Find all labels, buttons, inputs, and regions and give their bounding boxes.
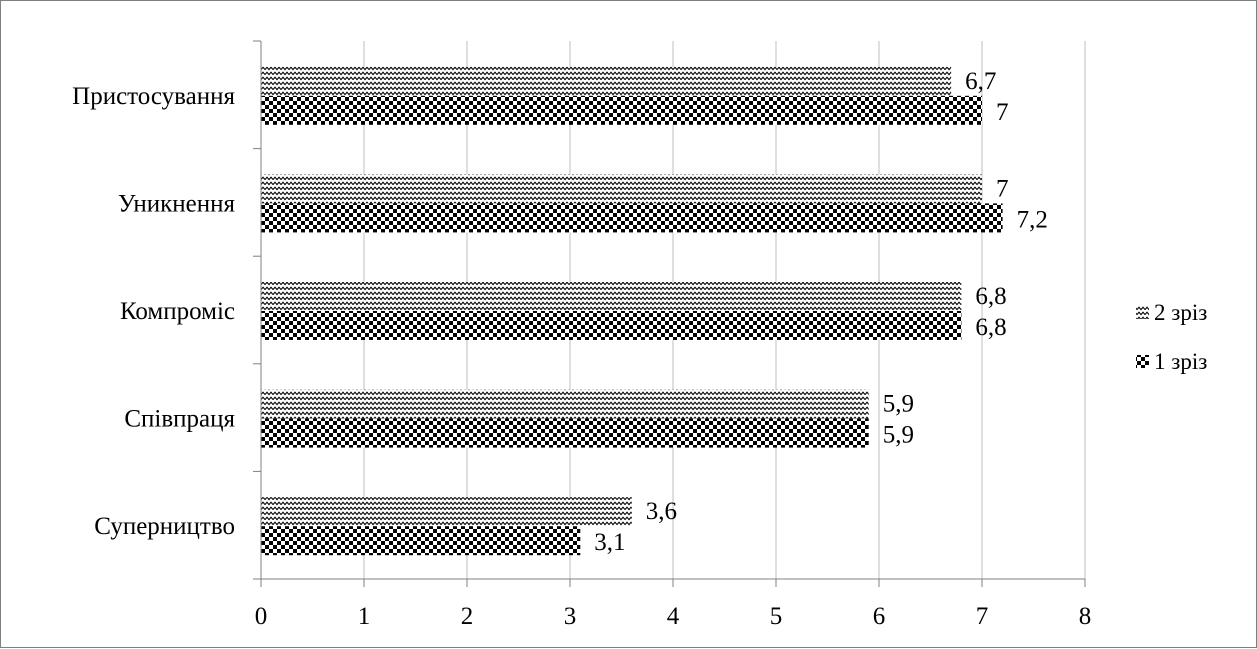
x-tick-label: 6 (873, 603, 886, 630)
category-label: Суперництво (94, 513, 235, 540)
bar-series-1 (261, 203, 1003, 233)
bar-series-2 (261, 66, 952, 96)
category-label: Уникнення (118, 190, 236, 217)
bar-series-1 (261, 95, 982, 125)
category-label: Співпраця (124, 406, 235, 433)
x-tick-label: 7 (976, 603, 989, 630)
legend-label: 2 зріз (1154, 300, 1207, 325)
x-tick-label: 0 (255, 603, 268, 630)
data-label-series-2: 6,7 (965, 68, 996, 95)
data-label-series-1: 6,8 (975, 314, 1006, 341)
bars (261, 66, 1003, 556)
bar-series-1 (261, 418, 869, 448)
bar-series-1 (261, 311, 962, 340)
labels: 0 1 2 3 4 5 6 7 8 3,6 3,1 Суперництво 5,9 5,9 Співпрац… (72, 68, 1091, 630)
data-label-series-1: 3,1 (594, 529, 625, 556)
bar-series-2 (261, 282, 962, 311)
x-tick-label: 5 (770, 603, 783, 630)
x-tick-label: 8 (1079, 603, 1092, 630)
data-label-series-1: 7 (996, 99, 1009, 126)
bar-series-2 (261, 497, 632, 527)
legend-label: 1 зріз (1154, 349, 1207, 374)
x-tick-label: 2 (461, 603, 474, 630)
category-label: Пристосування (72, 83, 235, 110)
data-label-series-2: 3,6 (646, 498, 677, 525)
x-tick-label: 1 (358, 603, 371, 630)
legend-swatch (1136, 306, 1149, 319)
data-label-series-2: 7 (996, 175, 1009, 202)
data-label-series-2: 6,8 (975, 283, 1006, 310)
bar-series-2 (261, 174, 982, 204)
data-label-series-1: 5,9 (883, 422, 914, 449)
data-label-series-2: 5,9 (883, 391, 914, 418)
data-label-series-1: 7,2 (1017, 206, 1048, 233)
bar-series-1 (261, 526, 581, 556)
bar-series-2 (261, 389, 869, 419)
axes (253, 40, 1086, 587)
legend-swatch (1136, 355, 1149, 368)
x-tick-label: 4 (667, 603, 680, 630)
category-label: Компроміс (120, 298, 235, 325)
x-tick-label: 3 (564, 603, 577, 630)
legend: 2 зріз 1 зріз (1136, 300, 1207, 374)
